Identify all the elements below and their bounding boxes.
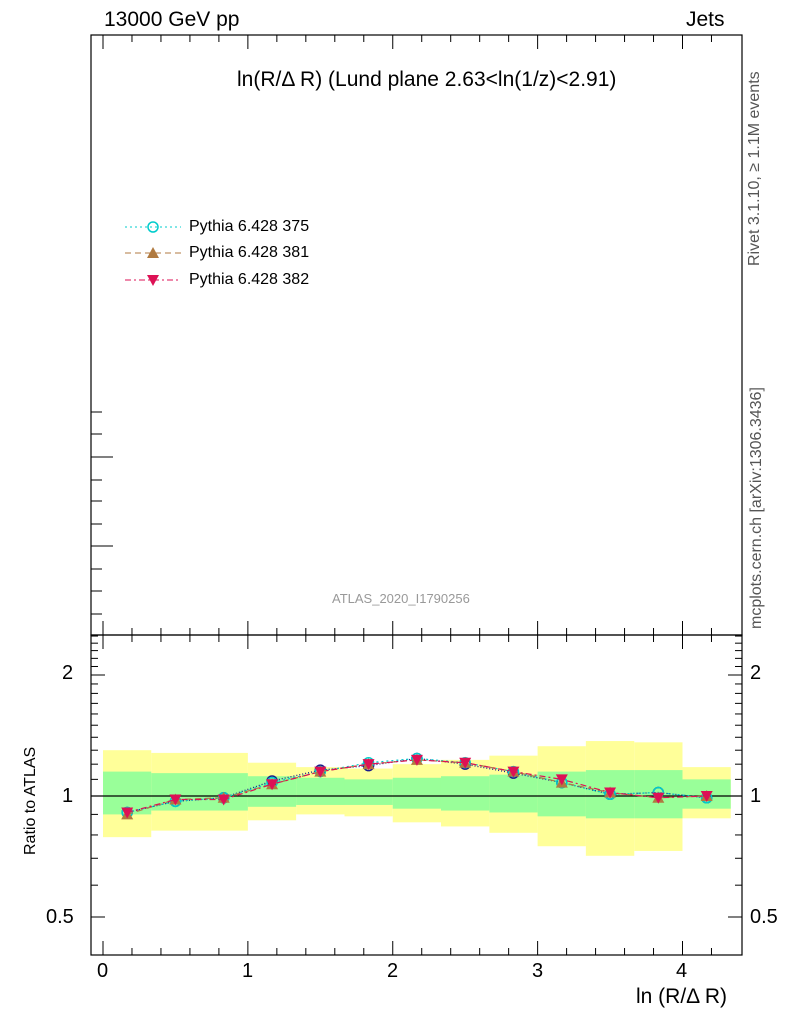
chart-title-text: ln(R/Δ R) (Lund plane 2.63<ln(1/z)<2.91) [237,68,617,91]
point-2-4 [314,766,327,778]
point-2-9 [555,774,568,786]
point-2-1 [169,794,182,806]
xtick-2: 2 [387,960,399,982]
ytick-left-1: 1 [62,785,74,807]
ytick-left-2: 2 [62,662,74,684]
legend-marker-381 [125,247,181,258]
point-2-12 [700,791,713,802]
ytick-right-0.5: 0.5 [750,906,778,928]
point-2-7 [459,757,472,769]
ytick-right-1: 1 [750,785,762,807]
point-2-2 [217,794,230,806]
legend-label-381: Pythia 6.428 381 [189,244,310,261]
header-left: 13000 GeV pp [104,8,240,31]
legend-marker-375 [125,221,181,233]
inner-band-5 [392,777,441,809]
legend-label-375: Pythia 6.428 375 [189,218,310,235]
upper-axis-ticks [91,35,712,635]
point-2-5 [362,759,375,771]
ratio-panel-frame [90,634,743,956]
x-axis-title: ln (R/Δ R) [636,985,728,1008]
point-2-8 [507,766,520,778]
ytick-right-2: 2 [750,662,762,684]
point-2-3 [266,779,279,791]
point-2-10 [604,787,617,799]
legend-label-382: Pythia 6.428 382 [189,271,310,288]
y-axis-title: Ratio to ATLAS [22,746,39,855]
header-right: Jets [686,8,725,31]
legend-item-382: Pythia 6.428 382 [125,269,309,291]
upper-panel-frame [90,34,743,636]
inner-band-1 [151,773,248,811]
xtick-0: 0 [97,960,109,982]
point-2-0 [121,807,134,819]
chart-title: ln(R/Δ R) (Lund plane 2.63<ln(1/z)<2.91) [237,68,616,92]
legend-item-375: Pythia 6.428 375 [125,216,309,238]
point-2-11 [652,792,665,804]
legend-item-381: Pythia 6.428 381 [125,242,309,264]
point-2-6 [410,754,423,766]
analysis-watermark: ATLAS_2020_I1790256 [332,591,470,606]
ytick-left-0.5: 0.5 [46,906,74,928]
legend-marker-382 [125,275,181,286]
xtick-4: 4 [676,960,688,982]
ratio-axis-ticks [91,635,742,955]
inner-band-3 [296,777,345,805]
inner-band-6 [440,776,490,811]
inner-band-7 [489,774,538,813]
xtick-1: 1 [242,960,254,982]
series-layer [121,752,713,820]
xtick-3: 3 [532,960,544,982]
inner-band-4 [344,779,393,805]
